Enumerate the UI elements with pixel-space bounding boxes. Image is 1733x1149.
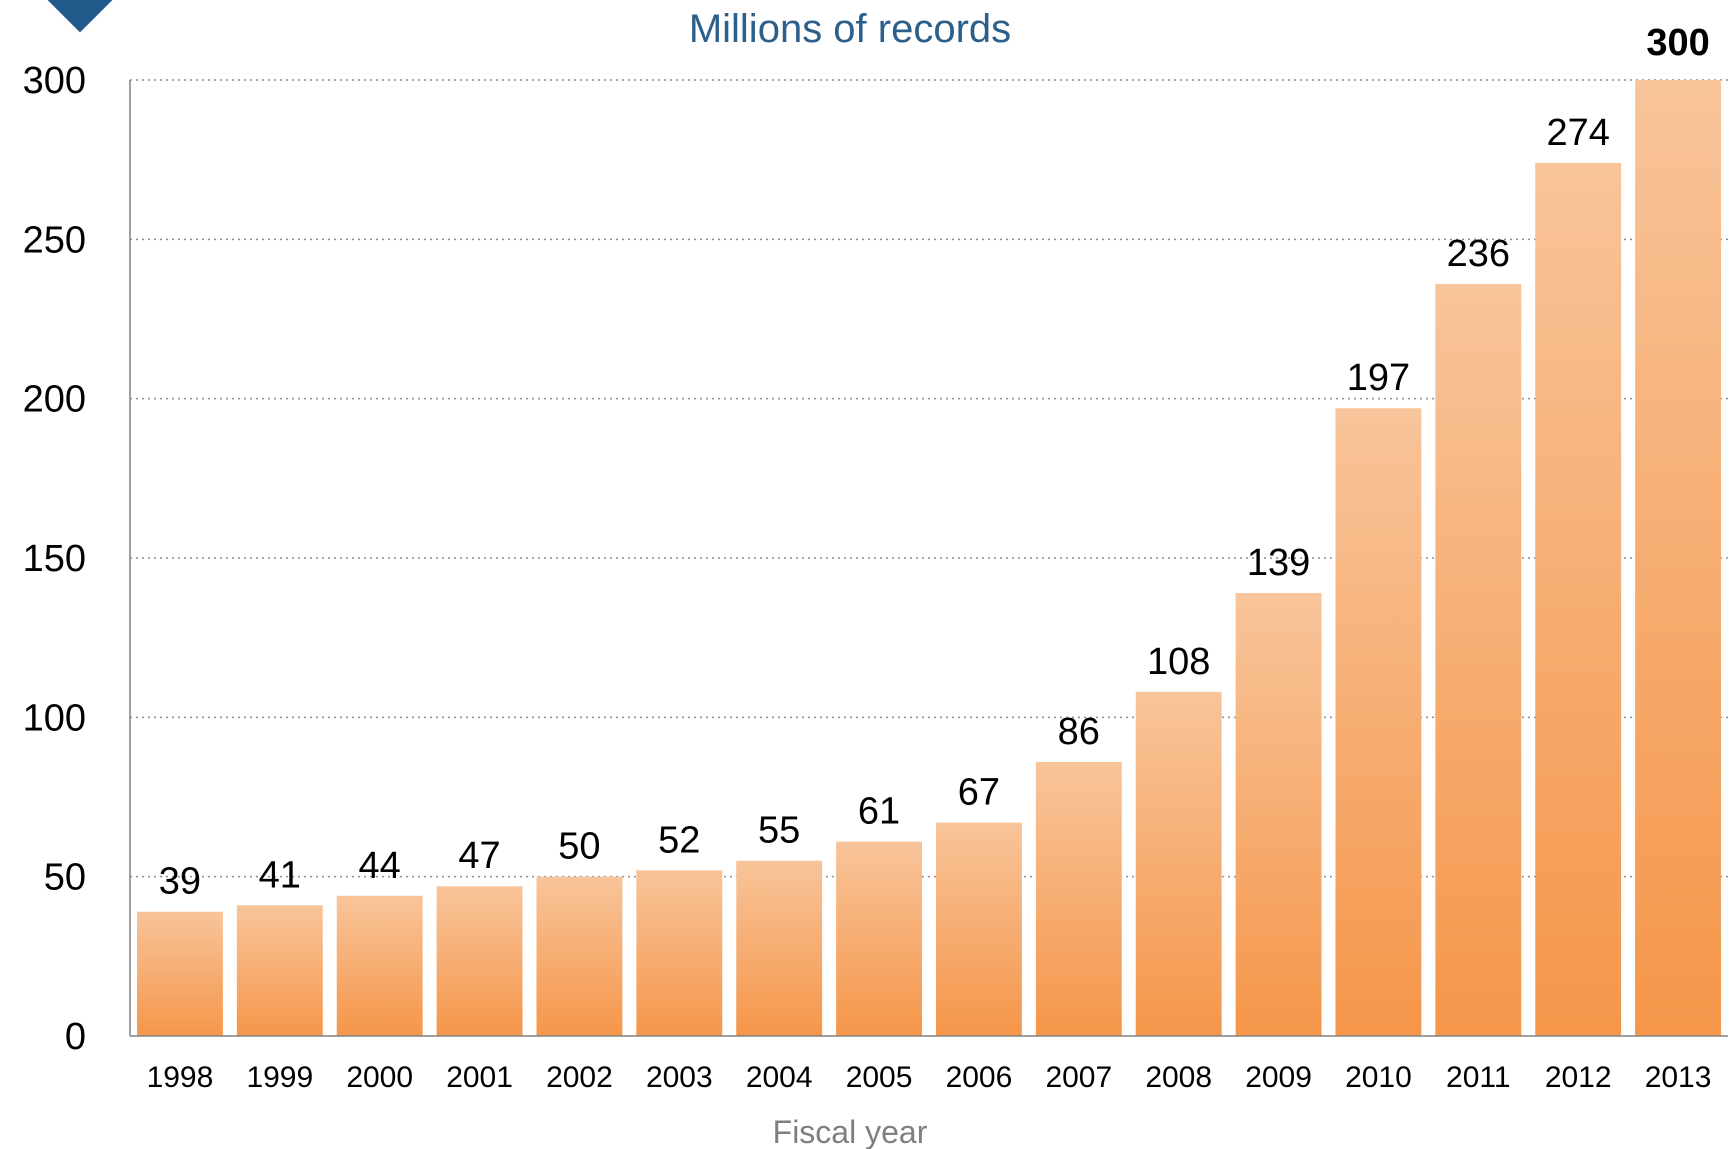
x-tick-label: 2001	[446, 1061, 513, 1094]
x-tick-label: 2004	[746, 1061, 813, 1094]
x-tick-label: 2007	[1045, 1061, 1112, 1094]
data-label: 274	[1546, 112, 1609, 154]
bar	[636, 870, 723, 1036]
y-tick-label: 50	[44, 857, 86, 899]
x-tick-label: 2011	[1446, 1061, 1511, 1094]
bar	[836, 841, 923, 1036]
data-label: 50	[558, 826, 600, 868]
y-tick-label: 100	[23, 697, 86, 739]
x-tick-label: 2010	[1345, 1061, 1412, 1094]
x-tick-label: 1999	[246, 1061, 313, 1094]
bar	[1235, 593, 1322, 1036]
data-label: 44	[359, 845, 401, 887]
x-tick-label: 2005	[846, 1061, 913, 1094]
data-labels: 39 41 44 47 50 52 55 61 67 86 108 139 197 236 274 300	[159, 22, 1710, 903]
data-label: 108	[1147, 641, 1210, 683]
y-tick-label: 250	[23, 219, 86, 261]
data-label: 236	[1447, 233, 1510, 275]
bar	[1035, 761, 1122, 1036]
x-axis-label: Fiscal year	[773, 1114, 928, 1149]
data-label: 61	[858, 791, 900, 833]
x-axis-ticks: 1998 1999 2000 2001 2002 2003 2004 2005 2006 2007…	[147, 1061, 1712, 1094]
data-label: 41	[259, 854, 301, 896]
bar	[1435, 283, 1522, 1036]
x-tick-label: 2002	[546, 1061, 613, 1094]
bar	[236, 905, 323, 1036]
data-label: 300	[1646, 22, 1709, 64]
bar	[436, 886, 523, 1036]
x-tick-label: 2012	[1545, 1061, 1612, 1094]
x-tick-label: 2008	[1145, 1061, 1212, 1094]
chart-title: Millions of records	[689, 7, 1011, 51]
data-label: 47	[458, 835, 500, 877]
bar	[1135, 691, 1222, 1036]
data-label: 197	[1347, 357, 1410, 399]
bar	[1535, 162, 1622, 1036]
y-axis-ticks: 0 50 100 150 200 250 300	[23, 60, 86, 1058]
x-tick-label: 2006	[946, 1061, 1013, 1094]
data-label: 86	[1058, 711, 1100, 753]
gridlines	[130, 79, 1728, 878]
bar	[336, 895, 423, 1036]
y-tick-label: 0	[65, 1016, 86, 1058]
y-tick-label: 200	[23, 379, 86, 421]
data-label: 39	[159, 861, 201, 903]
data-label: 55	[758, 810, 800, 852]
bar	[736, 860, 823, 1036]
y-tick-label: 150	[23, 538, 86, 580]
data-label: 67	[958, 771, 1000, 813]
x-tick-label: 2013	[1645, 1061, 1712, 1094]
bar	[536, 876, 623, 1036]
x-tick-label: 2009	[1245, 1061, 1312, 1094]
y-tick-label: 300	[23, 60, 86, 102]
data-label: 139	[1247, 542, 1310, 584]
x-tick-label: 2003	[646, 1061, 713, 1094]
bar	[1635, 80, 1722, 1036]
bars	[136, 80, 1722, 1036]
bar	[935, 822, 1022, 1036]
data-label: 52	[658, 819, 700, 861]
bar	[1335, 408, 1422, 1036]
x-tick-label: 2000	[346, 1061, 413, 1094]
bar	[136, 911, 223, 1036]
x-tick-label: 1998	[147, 1061, 214, 1094]
